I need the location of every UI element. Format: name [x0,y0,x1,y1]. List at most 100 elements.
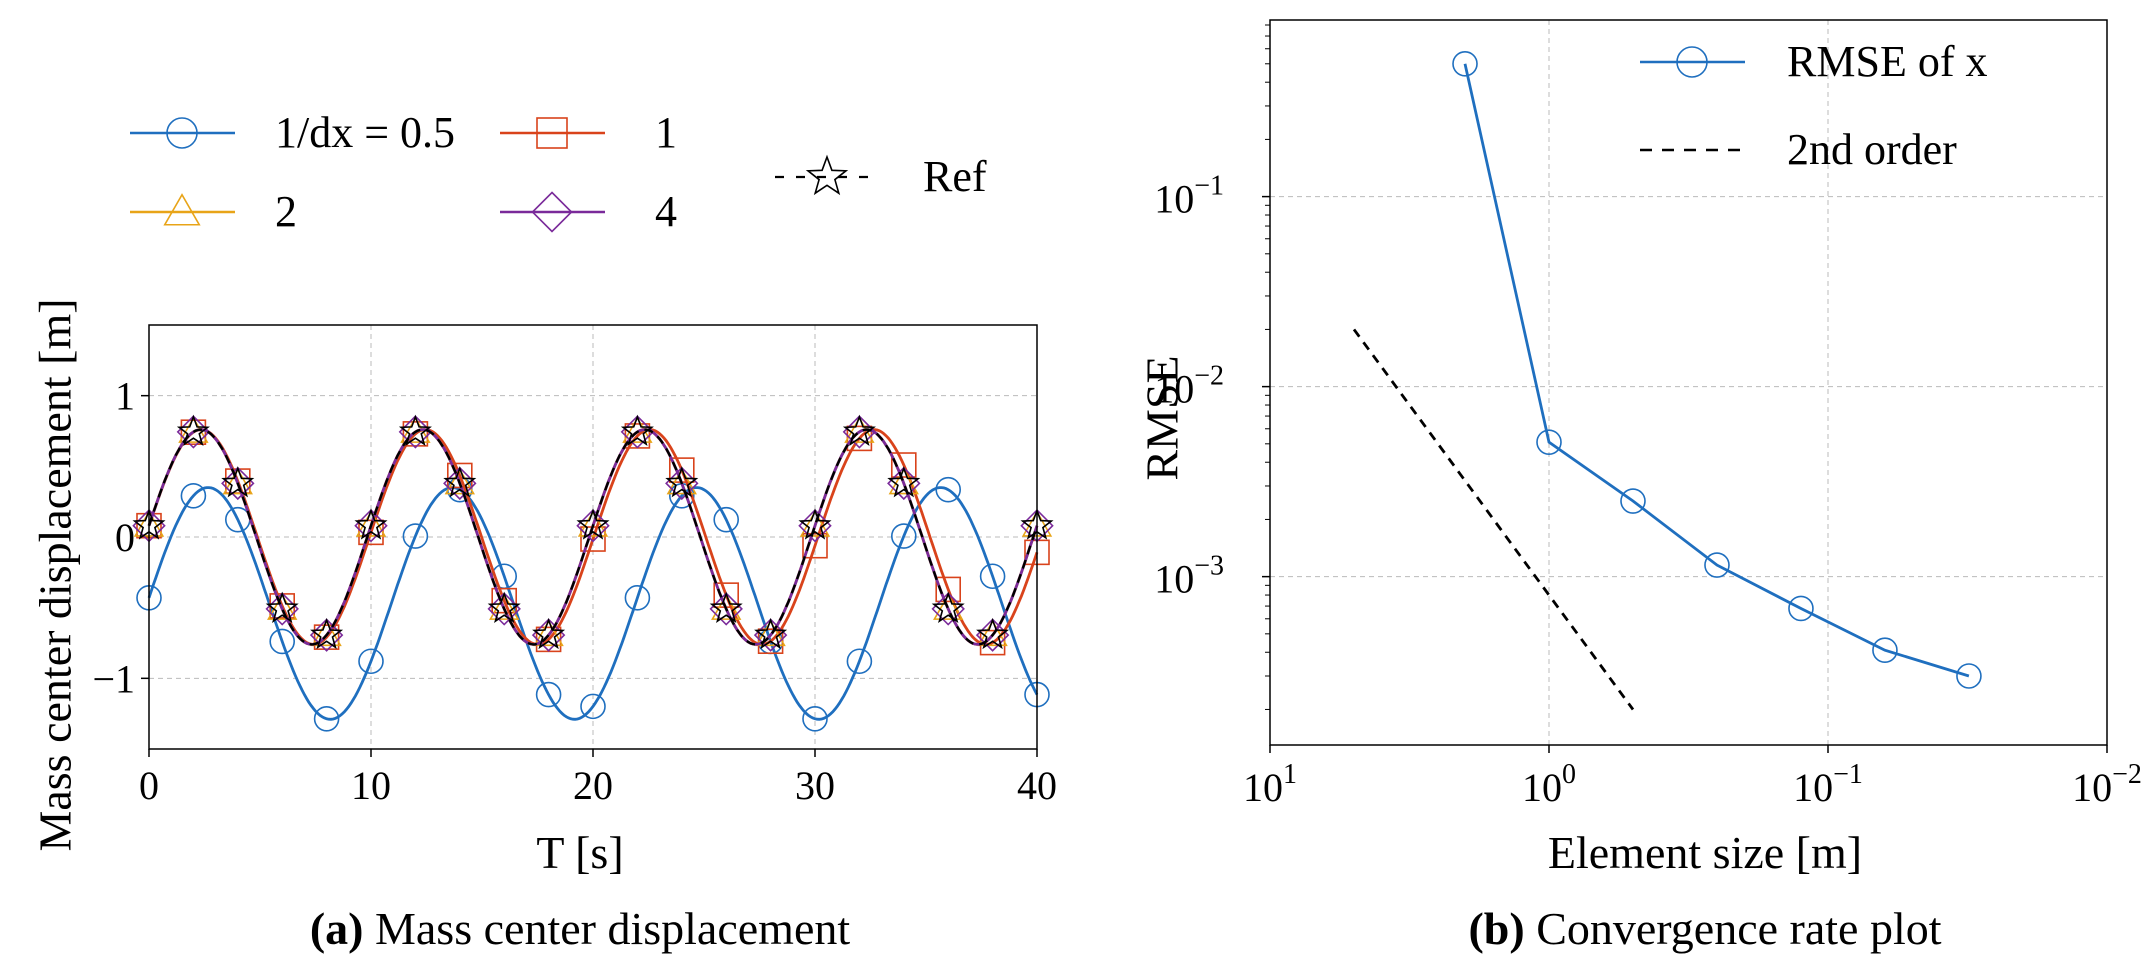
plot-a: 0 10 20 30 40 −1 0 1 1/dx = 0.5 2 1 4 Ref [92,108,1057,808]
data-marker [755,619,786,647]
data-marker [313,706,340,732]
data-marker [935,576,962,603]
plot-a-legend: 1/dx = 0.5 2 1 4 Ref [130,108,987,236]
plot-b-y-axis-title: RMSE [1136,355,1188,481]
legend-label: 2nd order [1787,125,1957,174]
y-tick-label: 0 [115,515,135,560]
data-marker [313,624,340,650]
plot-a-y-axis-title: Mass center displacement [m] [29,298,81,852]
legend-label: 1/dx = 0.5 [275,108,455,157]
data-marker [1956,663,1982,689]
x-tick-label: 10−2 [2072,759,2142,810]
legend-label: RMSE of x [1787,37,1987,86]
data-marker [443,466,477,498]
data-marker [799,510,831,537]
data-marker [398,414,432,446]
caption-a: (a) Mass center displacement [310,902,850,955]
y-tick-label: −1 [92,656,135,701]
x-tick-label: 10−1 [1793,759,1863,810]
data-marker [222,467,253,495]
plot-b-legend: RMSE of x 2nd order [1640,37,1987,174]
data-marker [887,466,921,498]
plot-b-frame [1269,19,2108,746]
legend-marker [536,117,568,149]
x-tick-label: 10 [351,763,391,808]
series-line-0 [147,486,1039,721]
data-marker [221,466,255,498]
caption-a-text: Mass center displacement [374,903,851,954]
caption-b-text: Convergence rate plot [1536,903,1942,954]
x-tick-label: 0 [139,763,159,808]
data-marker [846,648,873,675]
data-marker [265,591,299,623]
data-marker [576,508,610,540]
x-tick-label: 100 [1522,759,1576,810]
series-line-4 [147,428,1039,646]
data-marker [491,587,518,614]
legend-label: 1 [655,108,677,157]
series-line-0 [1463,63,1970,678]
series-line-1 [1352,328,1635,711]
data-marker [709,591,743,623]
data-marker [1872,637,1898,664]
data-marker [176,414,210,446]
legend-marker [531,191,573,233]
plot-a-x-axis-title: T [s] [536,827,624,878]
caption-b-label: (b) [1468,903,1525,954]
legend-label: 4 [655,187,677,236]
caption-a-label: (a) [309,903,364,954]
plot-b: 101 100 10−1 10−2 10−1 10−2 10−3 RMSE of x 2nd o… [1154,19,2142,810]
data-marker [931,591,965,623]
data-marker [444,467,475,495]
y-tick-label: 10−2 [1154,361,1224,412]
data-marker [180,482,207,509]
data-marker [979,563,1006,590]
data-marker [180,419,207,446]
data-marker [1536,429,1562,455]
data-marker [935,476,962,503]
data-marker [624,584,651,611]
legend-marker [805,154,849,196]
data-marker [890,523,917,549]
data-marker [754,617,788,650]
data-marker [620,414,654,446]
data-marker [355,510,387,537]
legend-label: 2 [275,187,297,236]
legend-marker [166,117,198,149]
data-marker [1620,488,1646,514]
data-marker [1452,50,1478,77]
data-marker [489,593,520,620]
legend-label: Ref [923,152,987,201]
data-marker [713,506,740,533]
data-marker [580,693,606,720]
data-marker [267,593,298,620]
x-tick-label: 20 [573,763,613,808]
data-marker [798,508,832,540]
plot-a-frame [148,324,1038,750]
legend-marker [1676,46,1708,78]
data-marker [533,619,564,647]
data-marker [269,628,296,655]
data-marker [802,706,828,732]
y-tick-label: 1 [115,374,135,419]
x-tick-label: 101 [1243,759,1297,810]
data-marker [535,681,562,708]
x-tick-label: 30 [795,763,835,808]
data-marker [976,617,1010,650]
data-marker [888,467,919,495]
x-tick-label: 40 [1017,763,1057,808]
data-marker [402,523,429,549]
data-marker [1788,595,1814,622]
data-marker [802,532,828,559]
data-marker [577,510,609,537]
data-marker [1704,552,1730,578]
plot-b-x-axis-title: Element size [m] [1547,827,1863,878]
data-marker [933,593,964,620]
caption-b: (b) Convergence rate plot [1468,902,1941,955]
data-marker [532,617,566,650]
data-marker [402,421,429,447]
data-marker [890,452,917,478]
data-marker [665,466,699,498]
y-tick-label: 10−1 [1154,171,1224,222]
